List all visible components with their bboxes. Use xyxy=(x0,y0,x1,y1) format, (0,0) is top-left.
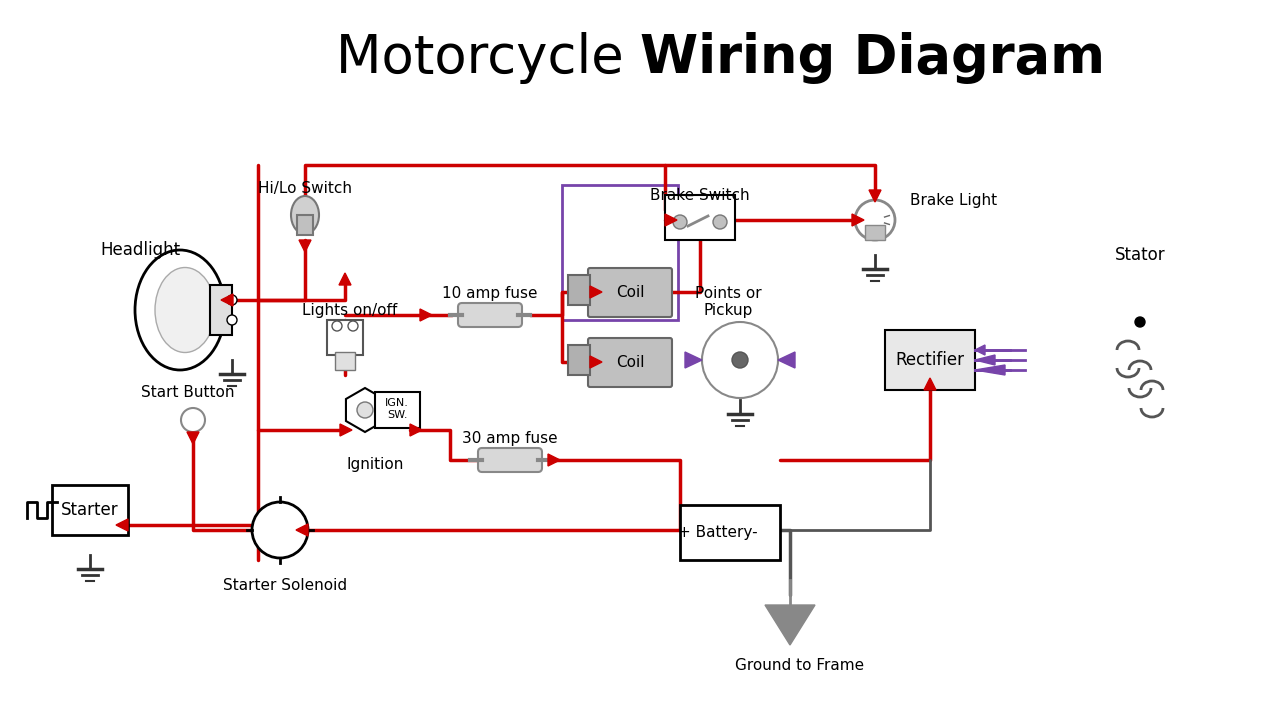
Circle shape xyxy=(227,295,237,305)
Circle shape xyxy=(180,408,205,432)
Text: Hi/Lo Switch: Hi/Lo Switch xyxy=(259,181,352,196)
Text: Points or
Pickup: Points or Pickup xyxy=(695,286,762,318)
Bar xyxy=(865,225,884,240)
Bar xyxy=(210,285,232,335)
Text: Lights on/off: Lights on/off xyxy=(302,302,398,318)
Polygon shape xyxy=(852,214,864,226)
Polygon shape xyxy=(778,352,795,368)
Text: 30 amp fuse: 30 amp fuse xyxy=(462,431,558,446)
Polygon shape xyxy=(924,378,936,390)
Text: Motorcycle: Motorcycle xyxy=(335,32,640,84)
Bar xyxy=(568,275,590,305)
Text: Brake Switch: Brake Switch xyxy=(650,187,750,202)
Ellipse shape xyxy=(134,250,225,370)
Bar xyxy=(666,195,735,240)
Circle shape xyxy=(332,321,342,331)
Circle shape xyxy=(732,352,748,368)
Polygon shape xyxy=(975,365,1005,375)
FancyBboxPatch shape xyxy=(458,303,522,327)
Circle shape xyxy=(252,502,308,558)
Polygon shape xyxy=(765,605,815,645)
Circle shape xyxy=(227,315,237,325)
Text: Start Button: Start Button xyxy=(141,384,234,400)
Polygon shape xyxy=(685,352,701,368)
Bar xyxy=(375,392,420,428)
Polygon shape xyxy=(296,524,308,536)
Text: 10 amp fuse: 10 amp fuse xyxy=(443,286,538,300)
Polygon shape xyxy=(666,214,677,226)
Circle shape xyxy=(673,215,687,229)
Polygon shape xyxy=(300,240,311,252)
Circle shape xyxy=(713,215,727,229)
Text: Rectifier: Rectifier xyxy=(896,351,965,369)
Polygon shape xyxy=(116,519,128,531)
Bar xyxy=(335,352,355,370)
Text: Starter Solenoid: Starter Solenoid xyxy=(223,577,347,593)
Bar xyxy=(680,505,780,560)
Text: Ground to Frame: Ground to Frame xyxy=(736,657,864,672)
Text: Stator: Stator xyxy=(1115,246,1165,264)
Circle shape xyxy=(701,322,778,398)
Text: + Battery-: + Battery- xyxy=(678,526,758,541)
Text: IGN.
SW.: IGN. SW. xyxy=(385,398,408,420)
Circle shape xyxy=(1135,317,1146,327)
Bar xyxy=(326,320,364,355)
Bar xyxy=(562,185,678,320)
Ellipse shape xyxy=(291,196,319,234)
Text: Wiring Diagram: Wiring Diagram xyxy=(640,32,1105,84)
FancyBboxPatch shape xyxy=(477,448,541,472)
Polygon shape xyxy=(340,424,352,436)
Polygon shape xyxy=(869,190,881,202)
Text: Starter: Starter xyxy=(61,501,119,519)
Text: Coil: Coil xyxy=(616,355,644,370)
Polygon shape xyxy=(975,345,986,355)
Polygon shape xyxy=(590,286,602,298)
Bar xyxy=(297,215,314,235)
Polygon shape xyxy=(548,454,559,466)
Text: Headlight: Headlight xyxy=(100,241,180,259)
Circle shape xyxy=(348,321,358,331)
Circle shape xyxy=(855,200,895,240)
Polygon shape xyxy=(346,388,384,432)
Polygon shape xyxy=(339,273,351,285)
Polygon shape xyxy=(187,432,198,444)
FancyBboxPatch shape xyxy=(588,338,672,387)
Ellipse shape xyxy=(155,268,215,353)
Polygon shape xyxy=(590,356,602,368)
Polygon shape xyxy=(975,355,995,365)
Polygon shape xyxy=(410,424,422,436)
Text: Brake Light: Brake Light xyxy=(910,192,997,207)
Polygon shape xyxy=(221,294,233,306)
Bar xyxy=(52,485,128,535)
Polygon shape xyxy=(420,309,433,321)
FancyBboxPatch shape xyxy=(588,268,672,317)
Text: Coil: Coil xyxy=(616,285,644,300)
Bar xyxy=(884,330,975,390)
Bar xyxy=(568,345,590,375)
Circle shape xyxy=(357,402,372,418)
Text: Ignition: Ignition xyxy=(347,456,403,472)
